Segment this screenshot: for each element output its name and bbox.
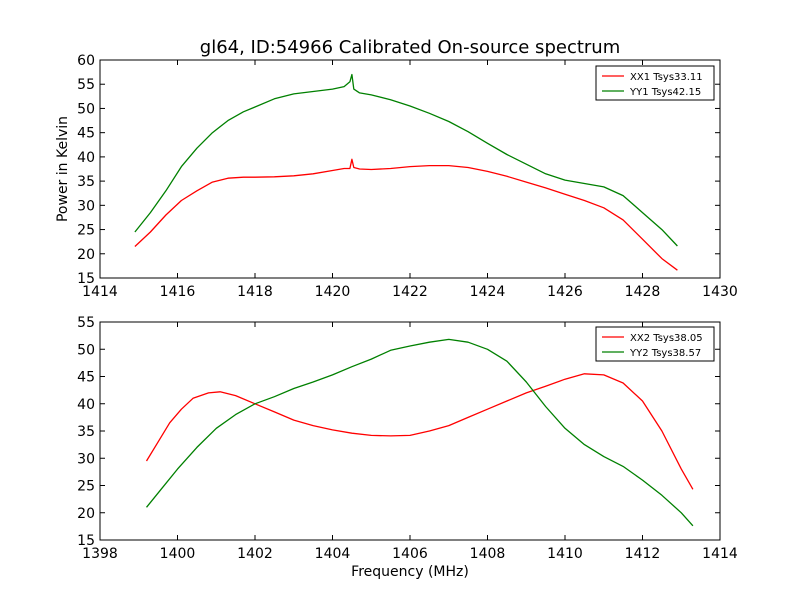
y-tick-label: 20 xyxy=(77,506,95,522)
y-tick-label: 30 xyxy=(77,451,95,467)
x-tick-label: 1412 xyxy=(625,546,661,562)
y-tick-label: 25 xyxy=(77,479,95,495)
y-tick-label: 60 xyxy=(77,53,95,69)
y-tick-label: 40 xyxy=(77,397,95,413)
x-tick-label: 1404 xyxy=(315,546,351,562)
legend: XX2 Tsys38.05 YY2 Tsys38.57 xyxy=(595,326,715,362)
chart-2: 1398 1400 1402 1404 1406 1408 1410 1412 1414 15 20… xyxy=(77,315,738,580)
x-tick-label: 1408 xyxy=(470,546,506,562)
x-tick-label: 1414 xyxy=(82,284,118,300)
y-tick-label: 25 xyxy=(77,223,95,239)
x-tick-label: 1418 xyxy=(237,284,273,300)
y-tick-label: 30 xyxy=(77,198,95,214)
y-tick-label: 55 xyxy=(77,77,95,93)
x-axis-label: Frequency (MHz) xyxy=(351,564,469,580)
x-tick-label: 1430 xyxy=(702,284,738,300)
legend-box xyxy=(595,326,715,362)
x-tick-label: 1426 xyxy=(547,284,583,300)
x-tick-label: 1400 xyxy=(160,546,196,562)
x-tick-label: 1422 xyxy=(392,284,428,300)
x-tick-label: 1410 xyxy=(547,546,583,562)
legend: XX1 Tsys33.11 YY1 Tsys42.15 xyxy=(595,65,715,101)
legend-label-1: XX1 Tsys33.11 xyxy=(630,72,703,83)
x-tick-label: 1424 xyxy=(470,284,506,300)
y-tick-label: 20 xyxy=(77,247,95,263)
y-tick-label: 45 xyxy=(77,126,95,142)
plots-area: 1414 1416 1418 1420 1422 1424 1426 1428 1430 15 20… xyxy=(55,53,738,580)
series-line-2 xyxy=(134,73,678,247)
figure-title: gl64, ID:54966 Calibrated On-source spec… xyxy=(200,37,620,58)
legend-label-1: XX2 Tsys38.05 xyxy=(630,333,703,344)
x-tick-label: 1414 xyxy=(702,546,738,562)
series-line-1 xyxy=(145,373,694,490)
y-tick-label: 35 xyxy=(77,424,95,440)
legend-label-2: YY1 Tsys42.15 xyxy=(629,87,701,98)
series-line-2 xyxy=(145,338,694,527)
y-tick-label: 15 xyxy=(77,533,95,549)
x-tick-label: 1420 xyxy=(315,284,351,300)
x-tick-label: 1398 xyxy=(82,546,118,562)
x-tick-label: 1416 xyxy=(160,284,196,300)
y-tick-label: 50 xyxy=(77,101,95,117)
y-tick-label: 55 xyxy=(77,315,95,331)
y-tick-label: 35 xyxy=(77,174,95,190)
x-tick-label: 1402 xyxy=(237,546,273,562)
series-line-1 xyxy=(134,158,678,271)
y-axis-label: Power in Kelvin xyxy=(55,116,71,222)
legend-box xyxy=(595,65,715,101)
legend-label-2: YY2 Tsys38.57 xyxy=(629,348,701,359)
y-tick-label: 15 xyxy=(77,271,95,287)
x-tick-label: 1428 xyxy=(625,284,661,300)
chart-1: 1414 1416 1418 1420 1422 1424 1426 1428 1430 15 20… xyxy=(55,53,738,300)
y-tick-label: 40 xyxy=(77,150,95,166)
y-tick-label: 50 xyxy=(77,342,95,358)
x-tick-label: 1406 xyxy=(392,546,428,562)
y-tick-label: 45 xyxy=(77,370,95,386)
